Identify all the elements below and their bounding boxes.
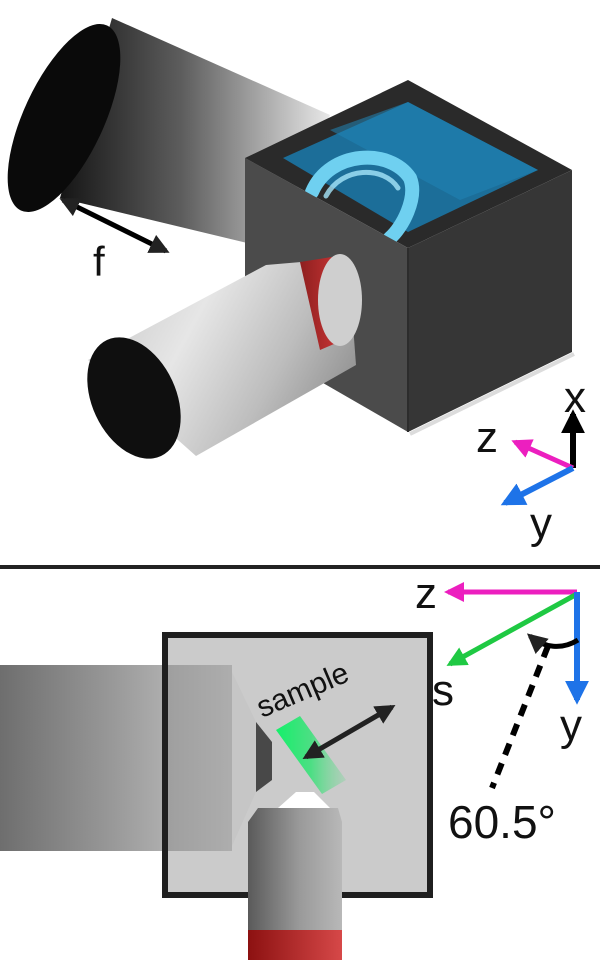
sample-motion-arrow (302, 704, 396, 760)
front-cylinder (87, 254, 362, 459)
y-axis-label: y (530, 499, 552, 548)
x-axis-label: x (564, 373, 586, 422)
y-axis-label-bottom: y (560, 701, 582, 750)
illumination-tube (0, 665, 232, 851)
f-label: f (93, 238, 105, 285)
angle-label: 60.5° (448, 796, 556, 848)
axis-triad-top: x z y (476, 373, 586, 548)
axis-triad-bottom: z s y 60.5° (415, 569, 589, 848)
bottom-panel: sample z s y 60.5° (0, 569, 589, 960)
objective-band (248, 930, 342, 960)
s-axis-arrow (446, 591, 579, 667)
z-axis-label: z (476, 413, 498, 462)
z-axis-arrow (511, 439, 575, 471)
angle-dashed-line (489, 644, 551, 790)
detection-objective (248, 792, 342, 960)
angle-arc (526, 633, 580, 655)
f-direction-arrow (59, 197, 170, 254)
y-axis-arrow (500, 465, 575, 506)
detection-ring (305, 150, 420, 245)
top-panel: f x z y (7, 18, 586, 548)
z-axis-label-bottom: z (415, 569, 437, 618)
s-axis-label: s (432, 666, 454, 715)
